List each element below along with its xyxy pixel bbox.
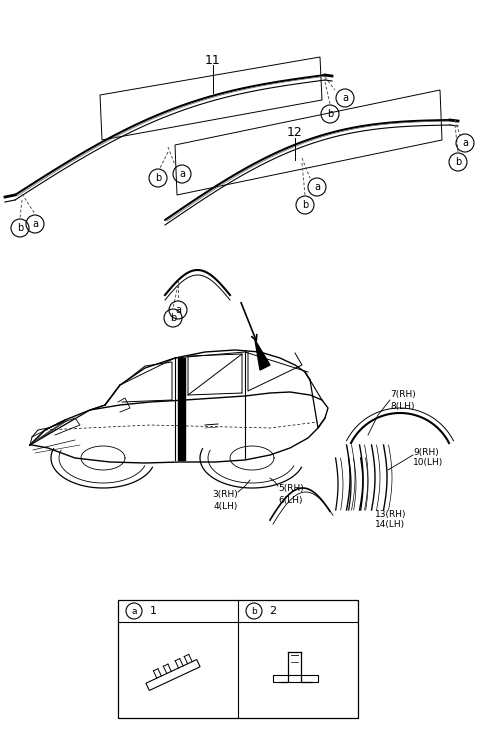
Text: 4(LH): 4(LH) [214, 502, 238, 511]
Text: 14(LH): 14(LH) [375, 520, 405, 529]
Text: 9(RH): 9(RH) [413, 448, 439, 457]
Text: a: a [462, 138, 468, 148]
Text: 1: 1 [149, 606, 156, 616]
Text: b: b [170, 313, 176, 323]
Text: a: a [314, 182, 320, 192]
Text: b: b [17, 223, 23, 233]
Text: 10(LH): 10(LH) [413, 459, 443, 468]
Text: 2: 2 [269, 606, 276, 616]
Text: a: a [342, 93, 348, 103]
Text: b: b [327, 109, 333, 119]
Polygon shape [255, 340, 270, 370]
Text: 12: 12 [287, 125, 303, 139]
Text: a: a [131, 606, 137, 616]
Text: b: b [251, 606, 257, 616]
Text: 8(LH): 8(LH) [390, 402, 415, 410]
Text: 6(LH): 6(LH) [278, 496, 302, 505]
Text: a: a [32, 219, 38, 229]
Text: 11: 11 [205, 54, 221, 67]
Text: 5(RH): 5(RH) [278, 484, 304, 493]
Text: b: b [455, 157, 461, 167]
Polygon shape [178, 358, 185, 460]
Text: a: a [175, 305, 181, 315]
Text: 7(RH): 7(RH) [390, 391, 416, 399]
Text: 13(RH): 13(RH) [375, 509, 407, 518]
Text: b: b [155, 173, 161, 183]
Bar [118, 600, 358, 718]
Text: 3(RH): 3(RH) [212, 490, 238, 499]
Text: a: a [179, 169, 185, 179]
Text: b: b [302, 200, 308, 210]
